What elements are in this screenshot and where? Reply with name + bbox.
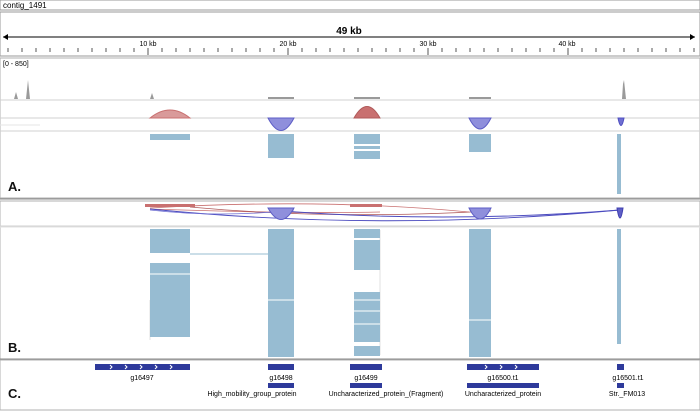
read-block[interactable] — [268, 229, 294, 357]
read-block[interactable] — [268, 134, 294, 158]
panel-a: [0 - 850] A. — [0, 57, 700, 199]
read-block[interactable] — [617, 134, 621, 194]
protein-track — [268, 383, 624, 388]
panel-c: g16497 g16498 g16499 g16500.t1 g16501.t1… — [0, 359, 700, 411]
junction-arc-reverse[interactable] — [468, 117, 492, 130]
read-block[interactable] — [354, 229, 380, 238]
ruler-ticks — [7, 48, 695, 55]
read-block[interactable] — [354, 346, 380, 356]
contig-name: contig_1491 — [3, 1, 47, 10]
coverage-block — [268, 97, 294, 99]
span-left-arrow-icon — [3, 34, 8, 40]
junction-arc-forward[interactable] — [148, 109, 192, 119]
read-block[interactable] — [150, 263, 190, 337]
panel-c-label: C. — [8, 386, 21, 401]
tick-label-10kb: 10 kb — [139, 41, 156, 48]
contig-name-bar[interactable] — [0, 0, 700, 11]
gene-name-g16501: g16501.t1 — [612, 375, 643, 382]
strand-arrows — [109, 364, 518, 370]
read-block[interactable] — [354, 151, 380, 159]
protein-name-g16501: Str._FM013 — [609, 391, 645, 398]
protein-model[interactable] — [350, 383, 382, 388]
read-block[interactable] — [469, 134, 491, 152]
coverage-range-label: [0 - 850] — [3, 61, 29, 68]
ruler-panel[interactable] — [0, 11, 700, 57]
junction-arc-reverse[interactable] — [616, 207, 624, 219]
junction-bar — [350, 204, 382, 207]
panel-a-label: A. — [8, 179, 21, 194]
read-block[interactable] — [469, 229, 491, 357]
read-block[interactable] — [354, 134, 380, 144]
gene-model-g16501[interactable] — [617, 364, 624, 370]
junction-arc-reverse[interactable] — [617, 117, 625, 126]
reads-panel-a — [150, 134, 621, 194]
tick-label-30kb: 30 kb — [419, 41, 436, 48]
coverage-block — [469, 97, 491, 99]
gene-name-g16499: g16499 — [354, 375, 377, 382]
reads-panel-b — [150, 229, 621, 357]
junction-arc-reverse[interactable] — [468, 207, 492, 220]
panel-b-label: B. — [8, 340, 21, 355]
read-block[interactable] — [150, 229, 190, 253]
read-block[interactable] — [150, 134, 190, 140]
junction-arc-reverse[interactable] — [267, 117, 295, 131]
coverage-peaks — [14, 80, 626, 99]
protein-name-g16500: Uncharacterized_protein — [465, 391, 541, 398]
junction-arc-reverse[interactable] — [149, 208, 621, 222]
protein-name-g16499: Uncharacterized_protein_(Fragment) — [329, 391, 444, 398]
protein-name-g16498: High_mobility_group_protein — [207, 391, 296, 398]
panel-b: B. — [0, 200, 700, 360]
panel-b-frame[interactable] — [0, 200, 700, 360]
gene-model-g16500[interactable] — [467, 364, 539, 370]
read-block[interactable] — [617, 229, 621, 344]
panel-a-frame[interactable] — [0, 57, 700, 199]
gene-model-g16498[interactable] — [268, 364, 294, 370]
protein-model[interactable] — [268, 383, 294, 388]
read-gaps — [150, 257, 491, 325]
gene-name-g16497: g16497 — [130, 375, 153, 382]
span-label: 49 kb — [336, 26, 362, 37]
junction-arc-forward[interactable] — [353, 106, 381, 119]
tick-label-20kb: 20 kb — [279, 41, 296, 48]
read-block[interactable] — [354, 146, 380, 149]
junction-bar — [145, 204, 195, 207]
protein-model[interactable] — [467, 383, 539, 388]
span-right-arrow-icon — [690, 34, 695, 40]
gene-name-g16500: g16500.t1 — [487, 375, 518, 382]
tick-label-40kb: 40 kb — [558, 41, 575, 48]
header: contig_1491 49 kb 10 kb 20 kb 30 kb 40 k… — [0, 0, 700, 57]
protein-model[interactable] — [617, 383, 624, 388]
read-block[interactable] — [354, 240, 380, 270]
junction-arc-reverse[interactable] — [267, 207, 295, 220]
coverage-block — [354, 97, 380, 99]
gene-track — [95, 364, 624, 370]
gene-model-g16499[interactable] — [350, 364, 382, 370]
gene-name-g16498: g16498 — [269, 375, 292, 382]
junction-arc-reverse[interactable] — [269, 209, 621, 218]
